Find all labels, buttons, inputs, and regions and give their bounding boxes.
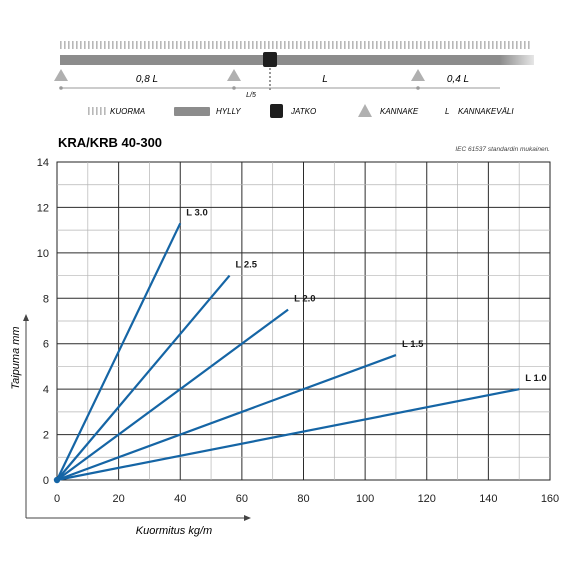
origin-point xyxy=(53,476,61,484)
series-line xyxy=(56,388,520,482)
x-arrow-head xyxy=(244,515,251,521)
joint-square-icon xyxy=(263,52,277,67)
y-tick-label: 4 xyxy=(43,384,49,396)
series-label: L 3.0 xyxy=(186,207,207,218)
support-icon-3 xyxy=(411,69,425,81)
x-tick-label: 120 xyxy=(418,493,436,505)
x-tick-label: 0 xyxy=(54,493,60,505)
joint-square-icon xyxy=(270,104,283,118)
dimension-dot xyxy=(59,86,63,90)
y-tick-label: 6 xyxy=(43,339,49,351)
span-diagram: 0,8 L L 0,4 L L/5 xyxy=(54,41,534,99)
legend-label-kannakevali: KANNAKEVÄLI xyxy=(458,107,514,116)
standard-note: IEC 61537 standardin mukainen. xyxy=(455,146,550,153)
series-line xyxy=(56,222,182,481)
x-tick-label: 60 xyxy=(236,493,248,505)
product-title: KRA/KRB 40-300 xyxy=(58,135,162,150)
legend-label-hylly: HYLLY xyxy=(216,107,241,116)
y-tick-labels: 0 2 4 6 8 10 12 14 xyxy=(37,157,49,487)
chart-series: L 3.0 L 2.5 L 2.0 L 1.5 L 1.0 xyxy=(53,207,547,484)
series-label: L 1.0 xyxy=(525,373,546,384)
x-tick-labels: 0 20 40 60 80 100 120 140 160 xyxy=(54,493,559,505)
x-tick-label: 100 xyxy=(356,493,374,505)
legend-symbol-l: L xyxy=(445,107,449,116)
legend-label-jatko: JATKO xyxy=(290,107,316,116)
x-tick-label: 20 xyxy=(113,493,125,505)
series-line xyxy=(56,308,289,481)
dimension-dot xyxy=(232,86,236,90)
span-label-1: 0,8 L xyxy=(136,74,158,85)
y-axis-label: Taipuma mm xyxy=(10,326,22,389)
shelf-bar-icon xyxy=(174,107,210,116)
dimension-dot xyxy=(416,86,420,90)
y-tick-label: 8 xyxy=(43,293,49,305)
x-axis-label: Kuormitus kg/m xyxy=(136,525,212,537)
span-label-3: 0,4 L xyxy=(447,74,469,85)
series-line xyxy=(56,274,231,481)
legend: KUORMA HYLLY JATKO KANNAKE L KANNAKEVÄLI xyxy=(88,104,514,118)
y-arrow-head xyxy=(23,314,29,321)
y-tick-label: 12 xyxy=(37,202,49,214)
y-tick-label: 14 xyxy=(37,157,49,169)
x-tick-label: 40 xyxy=(174,493,186,505)
series-label: L 2.5 xyxy=(236,260,258,271)
shelf-bar-fade xyxy=(500,55,534,65)
load-hatch xyxy=(60,41,532,49)
support-icon-1 xyxy=(54,69,68,81)
legend-label-kuorma: KUORMA xyxy=(110,107,145,116)
support-triangle-icon xyxy=(358,104,372,117)
legend-label-kannake: KANNAKE xyxy=(380,107,419,116)
span-label-2: L xyxy=(322,74,328,85)
series-label: L 2.0 xyxy=(294,294,315,305)
y-tick-label: 10 xyxy=(37,248,49,260)
x-tick-label: 80 xyxy=(297,493,309,505)
y-tick-label: 2 xyxy=(43,430,49,442)
x-tick-label: 160 xyxy=(541,493,559,505)
hatch-icon xyxy=(88,107,106,115)
series-line xyxy=(56,354,397,482)
shelf-bar xyxy=(60,55,500,65)
series-label: L 1.5 xyxy=(402,339,424,350)
l5-label: L/5 xyxy=(246,92,256,99)
y-tick-label: 0 xyxy=(43,475,49,487)
support-icon-2 xyxy=(227,69,241,81)
x-tick-label: 140 xyxy=(479,493,497,505)
